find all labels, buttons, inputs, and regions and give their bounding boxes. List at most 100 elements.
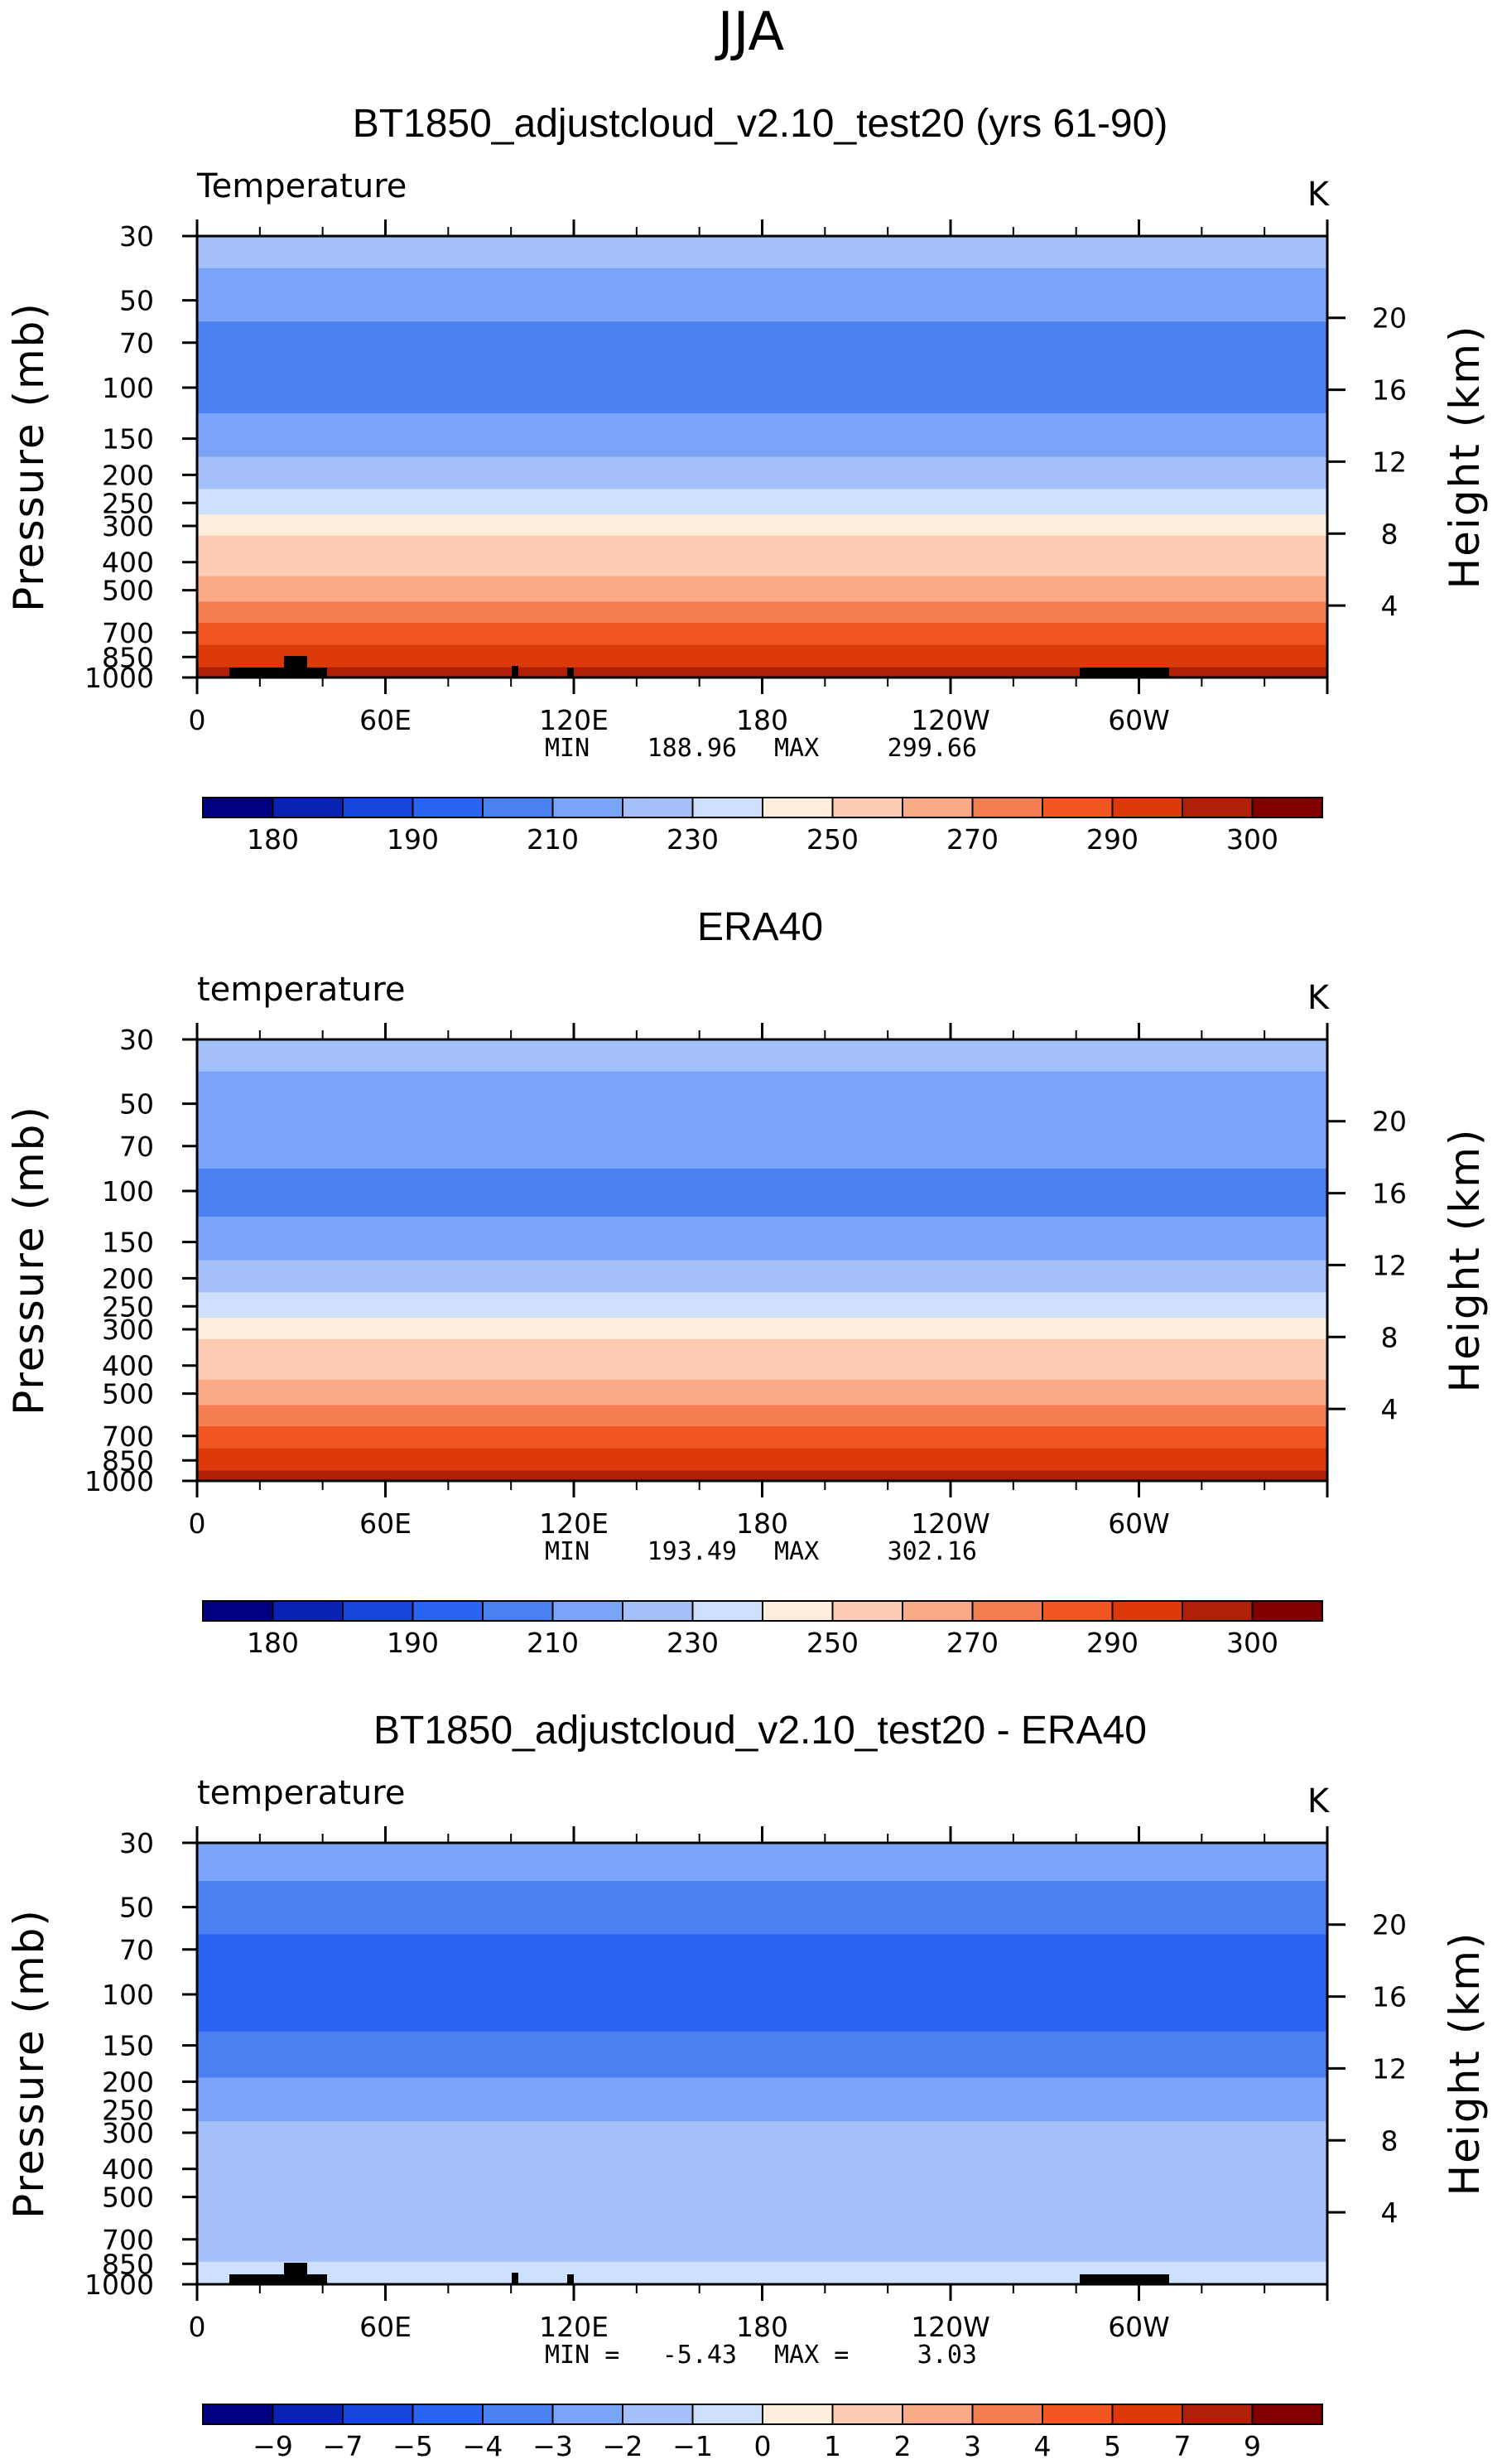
- contour-band: [197, 2121, 1327, 2187]
- x-tick-label: 120W: [911, 2311, 990, 2343]
- x-tick-label: 180: [736, 704, 788, 736]
- contour-band: [197, 1470, 1327, 1482]
- contour-band: [197, 514, 1327, 537]
- colorbar-swatch: [551, 2404, 623, 2425]
- height-tick-label: 8: [1381, 1321, 1398, 1353]
- contour-band: [197, 623, 1327, 646]
- x-tick-label: 60E: [359, 1507, 412, 1540]
- y-tick-label: 400: [102, 547, 154, 579]
- height-tick-label: 20: [1372, 1909, 1407, 1941]
- colorbar-swatch: [622, 2404, 694, 2425]
- colorbar-label: 3: [964, 2430, 981, 2462]
- x-tick-label: 0: [189, 1507, 206, 1540]
- contour-band: [197, 1039, 1327, 1073]
- topography: [1080, 2274, 1169, 2284]
- colorbar-swatch: [971, 797, 1043, 818]
- panel-model: BT1850_adjustcloud_v2.10_test20 (yrs 61-…: [5, 102, 1489, 856]
- colorbar-swatch: [202, 797, 274, 818]
- height-tick-label: 20: [1372, 1106, 1407, 1138]
- colorbar-swatch: [342, 1600, 414, 1622]
- y-tick-label: 250: [102, 1290, 154, 1323]
- y-axis-title: Pressure (mb): [5, 1908, 53, 2219]
- colorbar-label: 0: [754, 2430, 772, 2462]
- topography: [1080, 668, 1169, 677]
- y-tick-label: 300: [102, 2117, 154, 2149]
- panel-title: BT1850_adjustcloud_v2.10_test20 - ERA40: [373, 1709, 1147, 1753]
- colorbar-swatch: [762, 1600, 834, 1622]
- y-tick-label: 200: [102, 459, 154, 491]
- height-tick-label: 20: [1372, 302, 1407, 335]
- colorbar-swatch: [1042, 1600, 1114, 1622]
- colorbar-swatch: [1251, 1600, 1323, 1622]
- contour-band: [197, 1338, 1327, 1358]
- height-tick-label: 16: [1372, 374, 1407, 407]
- units-label: K: [1307, 1782, 1331, 1820]
- y-tick-label: 500: [102, 2182, 154, 2214]
- colorbar-swatch: [202, 1600, 274, 1622]
- height-tick-label: 16: [1372, 1178, 1407, 1210]
- y-tick-label: 850: [102, 1444, 154, 1477]
- y-tick-label: 30: [119, 1827, 154, 1859]
- y-right-axis-title: Height (km): [1441, 1931, 1489, 2196]
- colorbar-swatch: [831, 797, 903, 818]
- colorbar-swatch: [762, 2404, 834, 2425]
- y-tick-label: 50: [119, 1892, 154, 1924]
- colorbar-label: 180: [247, 1627, 299, 1659]
- y-tick-label: 500: [102, 1378, 154, 1410]
- panel-title: BT1850_adjustcloud_v2.10_test20 (yrs 61-…: [353, 102, 1168, 146]
- max-label: MAX: [774, 1537, 819, 1566]
- x-tick-label: 0: [189, 704, 206, 736]
- x-tick-label: 120W: [911, 1507, 990, 1540]
- height-tick-label: 12: [1372, 1249, 1407, 1281]
- colorbar-label: 9: [1244, 2430, 1261, 2462]
- max-label: MAX =: [774, 2341, 849, 2370]
- contour-band: [197, 1260, 1327, 1293]
- contour-band: [197, 1168, 1327, 1218]
- contour-band: [197, 1448, 1327, 1472]
- colorbar-label: 300: [1226, 1627, 1278, 1659]
- y-right-axis-title: Height (km): [1441, 1128, 1489, 1393]
- colorbar-label: 4: [1034, 2430, 1052, 2462]
- y-tick-label: 70: [119, 1934, 154, 1966]
- colorbar-swatch: [272, 1600, 344, 1622]
- x-tick-label: 180: [736, 1507, 788, 1540]
- topography: [229, 668, 327, 677]
- height-tick-label: 4: [1381, 2196, 1398, 2229]
- colorbar-label: 250: [806, 823, 859, 856]
- y-tick-label: 700: [102, 617, 154, 649]
- max-label: MAX: [774, 734, 819, 763]
- colorbar-label: 230: [667, 823, 719, 856]
- colorbar-label: 2: [894, 2430, 912, 2462]
- y-tick-label: 400: [102, 2153, 154, 2186]
- topography: [567, 668, 574, 677]
- contour-band: [197, 2186, 1327, 2263]
- max-value: 299.66: [888, 734, 977, 763]
- colorbar-label: 290: [1086, 823, 1139, 856]
- colorbar-swatch: [1111, 2404, 1183, 2425]
- contour-band: [197, 1843, 1327, 1882]
- x-tick-label: 60W: [1108, 2311, 1170, 2343]
- contour-band: [197, 553, 1327, 577]
- y-tick-label: 850: [102, 2248, 154, 2280]
- topography: [229, 2274, 327, 2284]
- panel-era40: ERA40 temperature K 0 60E 120E 180 120W 60W 30 50 7…: [5, 905, 1489, 1659]
- min-value: 188.96: [647, 734, 737, 763]
- colorbar-swatch: [831, 1600, 903, 1622]
- colorbar-label: 210: [527, 1627, 579, 1659]
- y-tick-label: 100: [102, 1175, 154, 1208]
- panel-title: ERA40: [697, 905, 823, 949]
- contour-band: [197, 1071, 1327, 1126]
- colorbar-label: −9: [253, 2430, 293, 2462]
- colorbar-swatch: [1182, 1600, 1254, 1622]
- variable-label: temperature: [197, 971, 405, 1009]
- colorbar-swatch: [412, 797, 484, 818]
- min-label: MIN: [545, 1537, 590, 1566]
- contour-band: [197, 1405, 1327, 1427]
- x-tick-label: 120E: [539, 2311, 609, 2343]
- units-label: K: [1307, 176, 1331, 214]
- topography: [512, 666, 518, 677]
- colorbar-label: 1: [824, 2430, 841, 2462]
- max-value: 302.16: [888, 1537, 977, 1566]
- y-tick-label: 70: [119, 327, 154, 359]
